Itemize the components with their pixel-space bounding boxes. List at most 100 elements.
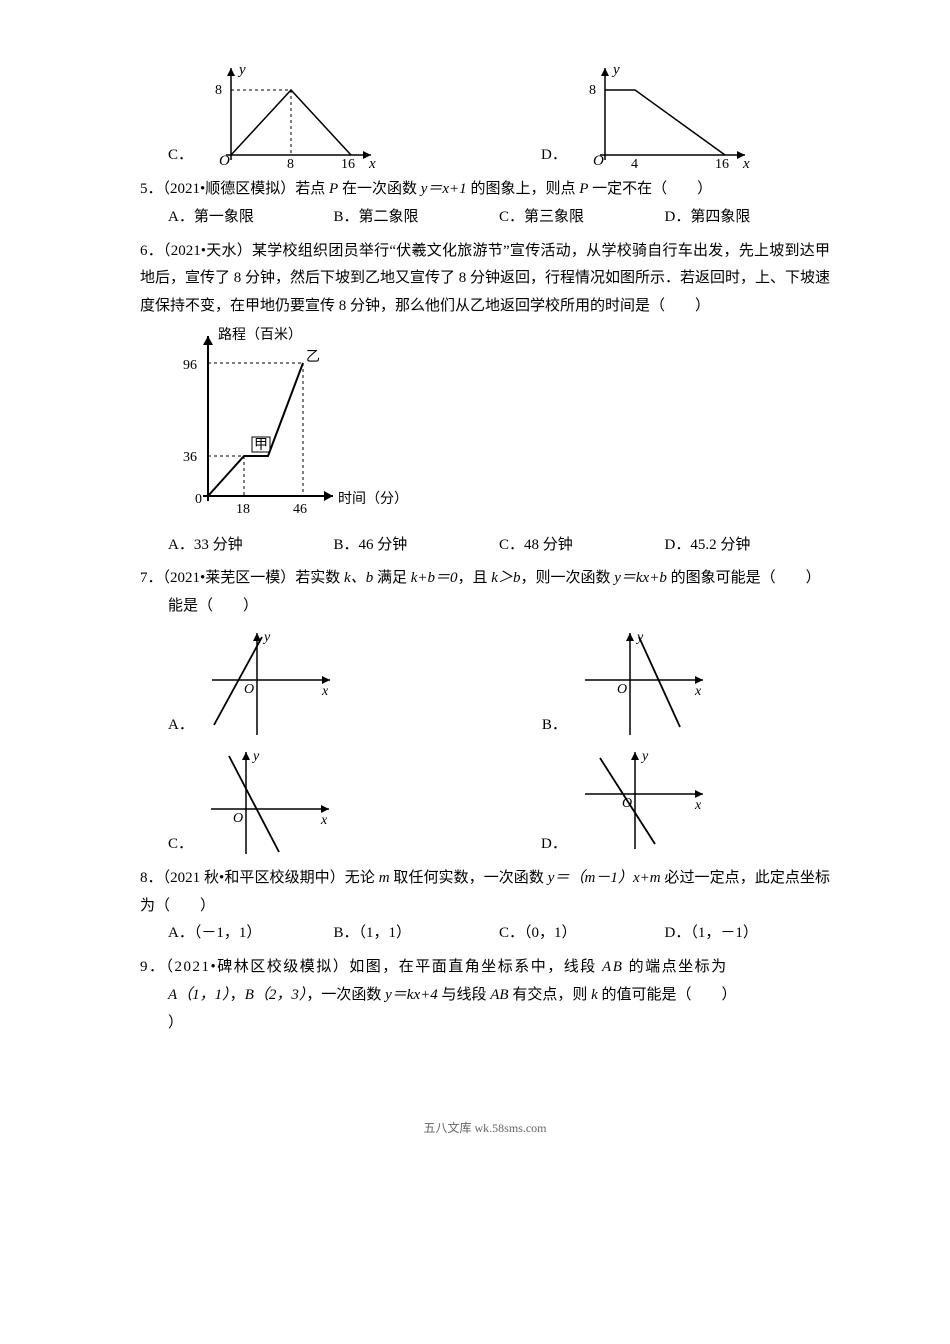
svg-text:y: y bbox=[611, 62, 620, 78]
q7-d-letter: D． bbox=[541, 831, 567, 859]
q7-a-letter: A． bbox=[168, 712, 194, 740]
q7-row2: C． y x O D． y x O bbox=[140, 744, 830, 859]
svg-text:18: 18 bbox=[236, 502, 250, 517]
q6-opt-b: B．46 分钟 bbox=[334, 532, 500, 560]
svg-text:O: O bbox=[244, 682, 254, 697]
q5-opt-d: D．第四象限 bbox=[665, 204, 831, 232]
q7-td: ，则一次函数 bbox=[520, 570, 614, 586]
svg-text:路程（百米）: 路程（百米） bbox=[218, 327, 302, 343]
q9-bpt: B（2，3） bbox=[245, 987, 307, 1003]
graph-c-svg: y x O 8 8 16 bbox=[201, 60, 381, 170]
q6-opt-c: C．48 分钟 bbox=[499, 532, 665, 560]
graph-d-svg: y x O 8 4 16 bbox=[575, 60, 755, 170]
svg-text:8: 8 bbox=[589, 83, 596, 98]
svg-text:0: 0 bbox=[195, 492, 202, 507]
svg-text:时间（分）: 时间（分） bbox=[338, 491, 408, 507]
q5-td: 一定不在（ ） bbox=[588, 181, 712, 197]
svg-text:甲: 甲 bbox=[254, 438, 268, 453]
q5-tc: 的图象上，则点 bbox=[467, 181, 580, 197]
svg-text:y: y bbox=[237, 62, 246, 78]
q7-row1: A． y x O B． y x O bbox=[140, 625, 830, 740]
q5-ta: 若点 bbox=[295, 181, 329, 197]
q5-opt-a: A．第一象限 bbox=[168, 204, 334, 232]
question-8: 8．（2021 秋•和平区校级期中）无论 m 取任何实数，一次函数 y＝（m－1… bbox=[140, 865, 830, 948]
q8-m: m bbox=[379, 870, 390, 886]
q8-options: A．（－1，1） B．（1，1） C．（0，1） D．（1，－1） bbox=[140, 920, 830, 948]
q5-options: A．第一象限 B．第二象限 C．第三象限 D．第四象限 bbox=[140, 204, 830, 232]
q8-opt-a: A．（－1，1） bbox=[168, 920, 334, 948]
q7-graph-c: y x O bbox=[201, 744, 341, 859]
q9-td: 与线段 bbox=[438, 987, 491, 1003]
svg-text:36: 36 bbox=[183, 450, 197, 465]
option-c-block: C． y x O 8 8 16 bbox=[168, 60, 381, 170]
option-d-block: D． y x O 8 4 16 bbox=[541, 60, 755, 170]
q8-opt-d: D．（1，－1） bbox=[665, 920, 831, 948]
q9-k: k bbox=[591, 987, 598, 1003]
q7-graph-a: y x O bbox=[202, 625, 342, 740]
q6-opt-a: A．33 分钟 bbox=[168, 532, 334, 560]
q7-ta: 若实数 bbox=[295, 570, 344, 586]
svg-text:8: 8 bbox=[215, 83, 222, 98]
question-7: 7．（2021•莱芜区一模）若实数 k、b 满足 k+b＝0，且 k＞b，则一次… bbox=[140, 565, 830, 859]
q9-ta: 如图，在平面直角坐标系中，线段 bbox=[349, 959, 602, 975]
q9-tb: 的端点坐标为 bbox=[623, 959, 727, 975]
q6-src: （2021•天水） bbox=[163, 243, 252, 259]
q7-opt-b-block: B． y x O bbox=[542, 625, 715, 740]
q9-src: （2021•碑林区校级模拟） bbox=[166, 959, 350, 975]
q7-src: （2021•莱芜区一模） bbox=[163, 570, 296, 586]
svg-text:8: 8 bbox=[287, 157, 294, 170]
q7-tc: ，且 bbox=[458, 570, 492, 586]
q5-opt-b: B．第二象限 bbox=[334, 204, 500, 232]
q5-p1: P bbox=[329, 181, 338, 197]
q6-opt-d: D．45.2 分钟 bbox=[665, 532, 831, 560]
q7-kb: k、b bbox=[344, 570, 373, 586]
q5-num: 5． bbox=[140, 181, 163, 197]
option-d-letter: D． bbox=[541, 142, 567, 170]
svg-text:O: O bbox=[233, 811, 243, 826]
q7-opt-d-block: D． y x O bbox=[541, 744, 715, 859]
q6-num: 6． bbox=[140, 243, 163, 259]
svg-text:x: x bbox=[694, 798, 702, 813]
q7-opt-c-block: C． y x O bbox=[168, 744, 341, 859]
q7-eq3: y＝kx+b bbox=[614, 570, 667, 586]
svg-text:4: 4 bbox=[631, 157, 638, 170]
q8-opt-c: C．（0，1） bbox=[499, 920, 665, 948]
q9-ab1: AB bbox=[602, 959, 623, 975]
q5-eq: y＝x+1 bbox=[421, 181, 467, 197]
svg-text:x: x bbox=[694, 684, 702, 699]
q7-eq2: k＞b bbox=[491, 570, 520, 586]
svg-text:x: x bbox=[368, 156, 376, 170]
q8-num: 8． bbox=[140, 870, 163, 886]
q6-graph-wrap: 路程（百米） 时间（分） 0 36 96 18 46 甲 乙 bbox=[140, 321, 830, 532]
q8-ta: 无论 bbox=[345, 870, 379, 886]
page-footer: 五八文库 wk.58sms.com bbox=[140, 1117, 830, 1139]
q5-p2: P bbox=[579, 181, 588, 197]
svg-text:x: x bbox=[320, 813, 328, 828]
svg-text:16: 16 bbox=[341, 157, 355, 170]
svg-text:O: O bbox=[617, 682, 627, 697]
q7-c-letter: C． bbox=[168, 831, 193, 859]
svg-text:16: 16 bbox=[715, 157, 729, 170]
svg-text:O: O bbox=[622, 796, 632, 811]
q9-num: 9． bbox=[140, 959, 166, 975]
q6-options: A．33 分钟 B．46 分钟 C．48 分钟 D．45.2 分钟 bbox=[140, 532, 830, 560]
q8-tb: 取任何实数，一次函数 bbox=[390, 870, 548, 886]
svg-text:y: y bbox=[262, 630, 271, 645]
q5-opt-c: C．第三象限 bbox=[499, 204, 665, 232]
svg-text:O: O bbox=[593, 153, 604, 169]
question-6: 6．（2021•天水）某学校组织团员举行“伏羲文化旅游节”宣传活动，从学校骑自行… bbox=[140, 238, 830, 560]
q8-eq: y＝（m－1）x+m bbox=[548, 870, 661, 886]
q7-te: 的图象可能是（ ） bbox=[667, 570, 821, 586]
q9-eq: y＝kx+4 bbox=[385, 987, 438, 1003]
svg-text:x: x bbox=[321, 684, 329, 699]
top-option-graphs: C． y x O 8 8 16 D． y x bbox=[140, 60, 830, 170]
question-5: 5．（2021•顺德区模拟）若点 P 在一次函数 y＝x+1 的图象上，则点 P… bbox=[140, 176, 830, 232]
q7-b-letter: B． bbox=[542, 712, 567, 740]
q5-tb: 在一次函数 bbox=[338, 181, 421, 197]
q9-tf: 的值可能是（ ） bbox=[598, 987, 737, 1003]
q7-graph-d: y x O bbox=[575, 744, 715, 859]
q7-graph-b: y x O bbox=[575, 625, 715, 740]
q8-opt-b: B．（1，1） bbox=[334, 920, 500, 948]
svg-text:46: 46 bbox=[293, 502, 307, 517]
svg-text:y: y bbox=[251, 749, 260, 764]
